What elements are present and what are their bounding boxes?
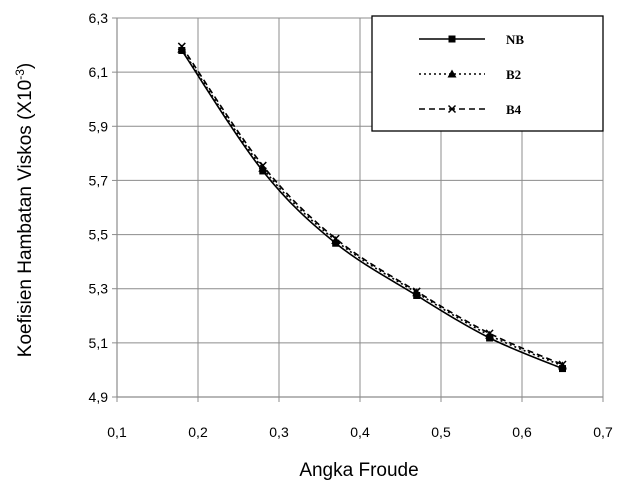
series-lines (177, 42, 567, 373)
data-point-b4 (485, 329, 494, 338)
data-point-b4 (331, 234, 340, 243)
y-tick-label: 5,3 (89, 281, 109, 297)
x-tick-label: 0,5 (431, 424, 451, 440)
data-point-b2 (258, 163, 268, 172)
x-tick-label: 0,6 (512, 424, 532, 440)
y-tick-label: 5,9 (89, 118, 109, 134)
x-tick-label: 0,3 (269, 424, 289, 440)
legend-label-b4: B4 (506, 102, 522, 117)
x-tick-label: 0,2 (188, 424, 208, 440)
data-point-b4-stroke (558, 360, 567, 369)
data-point-b4 (412, 287, 421, 296)
data-point-b4-stroke (258, 161, 267, 170)
legend-item-nb: NB (419, 32, 524, 47)
data-point-b4 (177, 42, 186, 51)
y-tick-label: 4,9 (89, 389, 109, 405)
data-point-b4 (558, 360, 567, 369)
data-point-b4-stroke (177, 42, 186, 51)
y-tick-label: 5,1 (89, 335, 109, 351)
tick-labels: 0,1 0,2 0,3 0,4 0,5 0,6 0,7 4,9 5,1 5,3 5,5 5,7 5,9 6… (89, 10, 613, 440)
y-axis-title-exponent: -3 (13, 69, 27, 80)
y-axis-title-close: ) (15, 63, 36, 69)
legend-item-b4: B4 (419, 102, 522, 117)
series-b4 (177, 42, 567, 369)
y-axis-title-main: Koefisien Hambatan Viskos (X10 (15, 80, 36, 357)
data-point-b2 (331, 236, 341, 245)
data-point-b4-stroke (485, 329, 494, 338)
series-line-b4 (181, 45, 563, 366)
y-axis-title: Koefisien Hambatan Viskos (X10-3) (13, 63, 36, 357)
data-point-b4-stroke (331, 234, 340, 243)
y-tick-label: 6,3 (89, 10, 109, 26)
x-tick-label: 0,7 (593, 424, 613, 440)
data-point-b4 (258, 161, 267, 170)
series-line-b2 (181, 48, 563, 367)
legend-marker-b4 (447, 104, 457, 114)
x-tick-label: 0,4 (350, 424, 370, 440)
legend: NB B2 B4 (371, 15, 604, 132)
legend-item-b2: B2 (419, 67, 521, 82)
legend-marker-b2 (447, 69, 457, 78)
y-tick-label: 6,1 (89, 64, 109, 80)
data-point-b2 (485, 330, 495, 339)
data-point-b4-stroke (412, 287, 421, 296)
y-tick-label: 5,5 (89, 227, 109, 243)
legend-label-nb: NB (506, 32, 524, 47)
axes (112, 17, 604, 402)
legend-box (371, 15, 604, 132)
x-tick-label: 0,1 (107, 424, 127, 440)
legend-marker-b4-stroke (447, 104, 457, 114)
x-axis-title: Angka Froude (299, 460, 418, 481)
y-tick-label: 5,7 (89, 172, 109, 188)
legend-label-b2: B2 (506, 67, 521, 82)
legend-marker-nb (448, 35, 456, 43)
